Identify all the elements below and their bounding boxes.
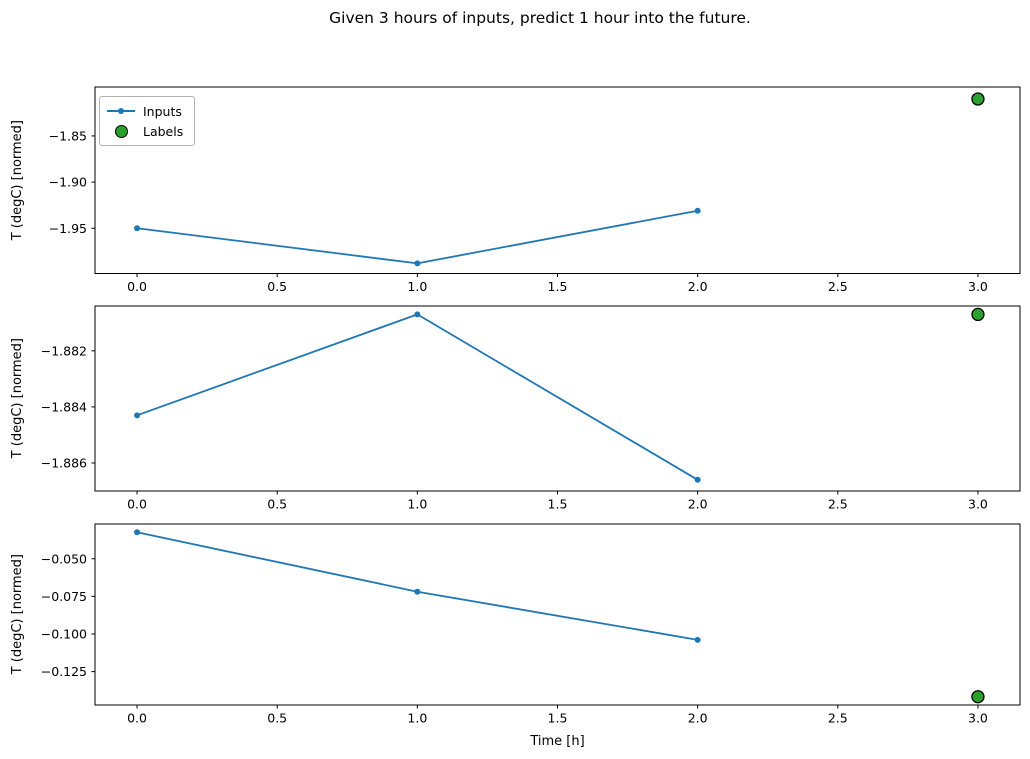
labels-circle-icon	[114, 124, 128, 138]
subplot-top: 0.0 0.5 1.0 1.5 2.0 2.5 3.0 −1.85 −1.90 −1.95	[49, 86, 1021, 294]
subplot-bottom: 0.0 0.5 1.0 1.5 2.0 2.5 3.0 −0.050 −0.075 −0.100 −…	[41, 523, 1021, 726]
labels-point-marker	[971, 690, 985, 704]
x-tick-label: 0.5	[267, 497, 287, 512]
y-tick-label: −1.95	[49, 221, 87, 236]
x-tick-label: 0.0	[127, 497, 147, 512]
x-tick-label: 1.0	[407, 279, 427, 294]
inputs-point-marker	[134, 412, 141, 419]
y-axis-label-text: T (degC) [normed]	[9, 119, 25, 241]
y-tick-label: −0.125	[41, 664, 87, 679]
inputs-point-marker	[694, 476, 701, 483]
x-axis-label: Time [h]	[530, 734, 585, 749]
inputs-point-marker	[414, 588, 421, 595]
x-tick-label: 2.5	[828, 711, 848, 726]
legend: Inputs Labels	[99, 96, 195, 146]
inputs-line	[136, 531, 698, 641]
x-tick-label: 3.0	[968, 497, 988, 512]
x-tick-label: 1.5	[548, 711, 568, 726]
inputs-point-marker	[414, 260, 421, 267]
y-tick-label: −1.886	[41, 455, 87, 470]
legend-item-labels: Labels	[107, 121, 186, 141]
y-axis-label-top: T (degC) [normed]	[6, 87, 28, 273]
y-tick-label: −0.075	[41, 589, 87, 604]
axes-frame	[94, 523, 1021, 706]
y-axis-label-middle: T (degC) [normed]	[6, 306, 28, 491]
y-tick-label: −1.884	[41, 399, 87, 414]
x-tick-label: 0.0	[127, 711, 147, 726]
legend-item-inputs: Inputs	[107, 101, 186, 121]
y-tick-label: −1.85	[49, 128, 87, 143]
x-tick-label: 2.0	[688, 279, 708, 294]
subplot-middle: 0.0 0.5 1.0 1.5 2.0 2.5 3.0 −1.882 −1.884 −1.886	[41, 305, 1021, 512]
figure-title: Given 3 hours of inputs, predict 1 hour …	[329, 9, 751, 27]
x-tick-label: 0.5	[267, 279, 287, 294]
y-tick-label: −0.100	[41, 626, 87, 641]
labels-point-marker	[971, 92, 985, 106]
inputs-point-marker	[414, 311, 421, 318]
x-tick-label: 2.0	[688, 711, 708, 726]
inputs-point-marker	[134, 225, 141, 232]
x-tick-label: 1.0	[407, 497, 427, 512]
axes-frame	[94, 305, 1021, 492]
labels-point-marker	[971, 307, 985, 322]
inputs-point-marker	[694, 207, 701, 214]
y-tick-label: −0.050	[41, 551, 87, 566]
y-axis-label-text: T (degC) [normed]	[9, 554, 25, 675]
inputs-point-marker	[134, 529, 141, 536]
labels-sample-wrap	[107, 124, 135, 138]
x-tick-label: 2.5	[828, 497, 848, 512]
x-tick-label: 3.0	[968, 279, 988, 294]
inputs-line	[136, 313, 699, 481]
legend-label-labels: Labels	[143, 123, 184, 139]
x-tick-label: 3.0	[968, 711, 988, 726]
x-tick-label: 0.5	[267, 711, 287, 726]
y-axis-label-text: T (degC) [normed]	[9, 338, 25, 459]
y-tick-label: −1.90	[49, 175, 87, 190]
x-tick-label: 2.0	[688, 497, 708, 512]
x-tick-label: 2.5	[828, 279, 848, 294]
legend-label-inputs: Inputs	[143, 103, 182, 119]
axes-frame	[94, 86, 1021, 274]
inputs-point-marker	[694, 636, 701, 643]
inputs-line-icon	[107, 108, 135, 114]
x-tick-label: 1.0	[407, 711, 427, 726]
x-tick-label: 0.0	[127, 279, 147, 294]
x-tick-label: 1.5	[548, 497, 568, 512]
y-axis-label-bottom: T (degC) [normed]	[6, 524, 28, 705]
x-tick-label: 1.5	[548, 279, 568, 294]
y-tick-label: −1.882	[41, 343, 87, 358]
inputs-line	[136, 209, 698, 265]
